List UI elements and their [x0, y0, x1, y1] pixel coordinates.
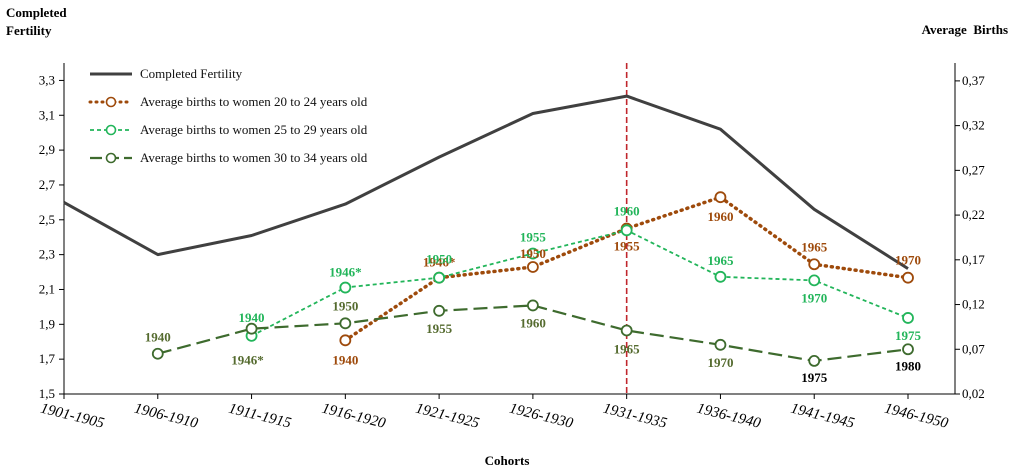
data-point-marker [620, 324, 633, 337]
solid-line-icon [90, 72, 132, 76]
y-axis-right-title: Average Births [921, 22, 1008, 37]
y-right-tick-label: 0,02 [962, 386, 985, 401]
data-point-marker [714, 191, 727, 204]
data-label: 1955 [520, 230, 547, 245]
legend-item-births-30-34: Average births to women 30 to 34 years o… [88, 146, 367, 174]
data-point-marker [339, 281, 352, 294]
data-point-marker [433, 271, 446, 284]
axes [59, 63, 960, 399]
data-point-marker [245, 322, 258, 335]
y-left-tick-label: 2,1 [39, 281, 55, 296]
y-left-tick-label: 2,9 [39, 142, 55, 157]
data-point-marker [526, 261, 539, 273]
legend-item-completed-fertility: Completed Fertility [88, 62, 367, 90]
y-axis-left-title: Completed Fertility [6, 5, 67, 38]
y-left-tick-label: 1,9 [39, 316, 55, 331]
data-label: 1975 [895, 328, 922, 343]
data-label: 1975 [801, 370, 828, 385]
x-tick-label: 1936-1940 [695, 401, 762, 432]
y-left-tick-label: 2,5 [39, 212, 55, 227]
x-tick-label: 1926-1930 [508, 401, 575, 432]
data-point-marker [902, 343, 914, 356]
data-label: 1940 [332, 352, 358, 367]
data-label: 1946* [423, 255, 456, 270]
y-left-tick-label: 2,7 [39, 177, 56, 192]
data-point-marker [902, 271, 914, 284]
data-point-marker [526, 299, 539, 312]
x-tick-label: 1941-1945 [789, 401, 856, 432]
y-left-tick-label: 3,1 [39, 107, 55, 122]
data-label: 1946* [231, 353, 264, 368]
data-label: 1960 [707, 209, 733, 224]
series-line-0 [63, 94, 909, 270]
data-label: 1940 [239, 310, 265, 325]
x-tick-label: 1906-1910 [133, 401, 200, 432]
data-label: 1955 [426, 321, 453, 336]
y-left-tick-label: 2,3 [39, 247, 55, 262]
legend-item-births-25-29: Average births to women 25 to 29 years o… [88, 118, 367, 146]
data-point-marker [339, 334, 352, 347]
data-label: 1950 [332, 298, 358, 313]
data-point-marker [714, 270, 727, 283]
data-point-marker [808, 274, 821, 287]
legend-item-births-20-24: Average births to women 20 to 24 years o… [88, 90, 367, 118]
data-point-marker [339, 317, 352, 330]
data-point-marker [151, 347, 164, 360]
legend-label: Average births to women 30 to 34 years o… [140, 150, 368, 165]
data-point-marker [433, 304, 446, 317]
x-tick-label: 1921-1925 [414, 401, 481, 432]
y-left-tick-label: 1,7 [39, 351, 56, 366]
data-point-marker [620, 224, 633, 237]
data-label: 1970 [707, 355, 733, 370]
y-right-tick-label: 0,27 [962, 162, 985, 177]
data-label: 1965 [707, 253, 734, 268]
legend-label: Average births to women 25 to 29 years o… [140, 122, 368, 137]
data-point-marker [526, 247, 539, 260]
series-line-3 [157, 304, 909, 362]
dashed-circle-line-icon [90, 124, 132, 136]
x-tick-label: 1916-1920 [320, 401, 387, 432]
data-label: 1965 [801, 239, 828, 254]
series-group [63, 94, 914, 367]
legend-label: Average births to women 20 to 24 years o… [140, 94, 368, 109]
x-tick-label: 1931-1935 [601, 401, 668, 432]
y-right-tick-label: 0,17 [962, 252, 985, 267]
data-point-marker [808, 354, 821, 367]
data-point-marker [902, 312, 914, 324]
y-right-tick-label: 0,07 [962, 341, 985, 356]
dotted-circle-line-icon [88, 96, 134, 108]
data-label: 1940 [145, 330, 171, 345]
y-left-tick-label: 3,3 [39, 72, 55, 87]
y-left-tick-label: 1,5 [39, 386, 55, 401]
legend-label: Completed Fertility [140, 66, 243, 81]
data-label: 1965 [614, 341, 641, 356]
data-label: 1950 [520, 246, 546, 261]
data-label: 1946* [329, 265, 362, 280]
x-tick-label: 1911-1915 [227, 401, 293, 432]
data-label: 1950 [426, 252, 452, 267]
data-point-marker [714, 338, 727, 351]
legend: Completed Fertility Average births to wo… [88, 62, 367, 174]
data-label: 1960 [520, 315, 546, 330]
data-label: 1970 [895, 253, 921, 268]
longdash-circle-line-icon [90, 152, 132, 164]
x-tick-label: 1901-1905 [39, 401, 106, 432]
data-point-marker [808, 258, 821, 271]
y-right-tick-label: 0,37 [962, 73, 985, 88]
y-right-tick-label: 0,22 [962, 207, 985, 222]
y-right-tick-label: 0,32 [962, 118, 985, 133]
data-label: 1970 [801, 290, 827, 305]
data-label: 1980 [895, 358, 921, 373]
x-tick-label: 1946-1950 [883, 401, 950, 432]
x-axis-title: Cohorts [484, 453, 530, 468]
series-line-2 [251, 229, 909, 337]
data-label: 1955 [614, 239, 641, 254]
y-right-tick-label: 0,12 [962, 297, 985, 312]
data-label: 1960 [614, 203, 640, 218]
